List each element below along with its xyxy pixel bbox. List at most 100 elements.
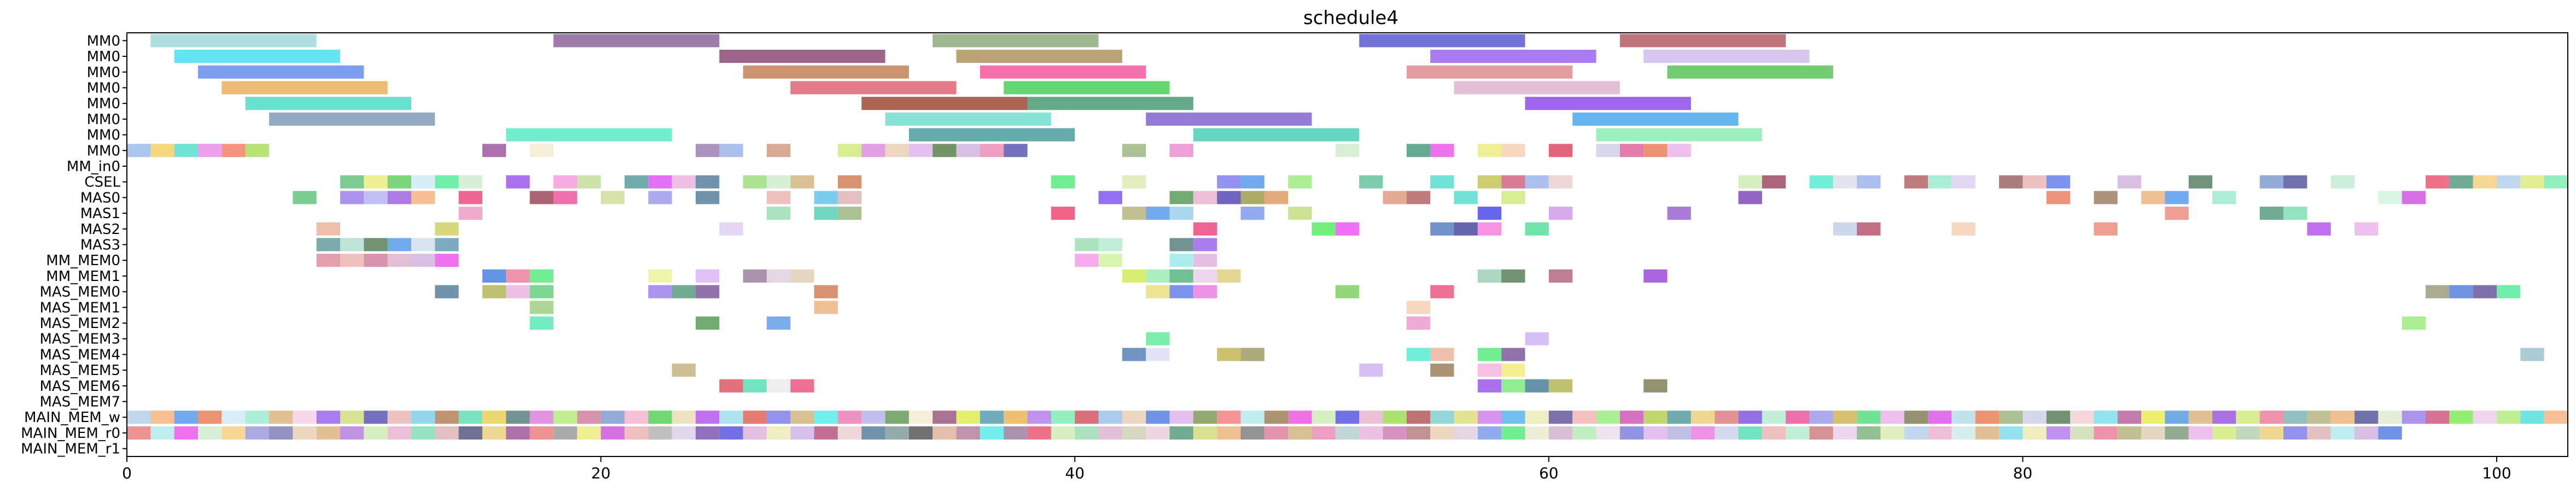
gantt-bar	[1027, 97, 1193, 110]
gantt-bar	[529, 411, 553, 424]
gantt-bar	[2283, 207, 2307, 220]
gantt-bar	[387, 175, 411, 189]
gantt-bar	[174, 411, 198, 424]
row-label: CSEL	[84, 174, 120, 191]
gantt-bar	[2307, 426, 2331, 440]
gantt-bar	[1383, 411, 1407, 424]
row-label: MAS0	[80, 190, 120, 206]
gantt-bar	[1691, 411, 1715, 424]
gantt-bar	[2449, 285, 2473, 298]
gantt-bar	[150, 144, 174, 157]
gantt-bar	[553, 175, 578, 189]
gantt-bar	[1430, 348, 1454, 361]
gantt-bar	[435, 175, 459, 189]
gantt-bar	[695, 316, 720, 330]
gantt-bar	[1359, 175, 1383, 189]
gantt-bar	[1383, 426, 1407, 440]
gantt-bar	[790, 269, 814, 283]
gantt-bar	[672, 364, 696, 377]
row-label: MAS_MEM2	[39, 315, 120, 332]
gantt-bar	[1146, 112, 1312, 126]
gantt-bar	[814, 191, 838, 204]
gantt-bar	[1833, 175, 1857, 189]
gantt-bar	[1691, 426, 1715, 440]
gantt-bar	[1146, 269, 1170, 283]
gantt-bar	[1430, 285, 1454, 298]
gantt-bar	[1169, 144, 1193, 157]
row-label: MAIN_MEM_w	[24, 409, 120, 426]
gantt-bar	[885, 144, 909, 157]
gantt-bar	[1501, 191, 1525, 204]
gantt-bar	[1667, 207, 1691, 220]
gantt-bar	[2378, 411, 2402, 424]
gantt-bar	[411, 191, 435, 204]
gantt-bar	[1454, 81, 1620, 95]
gantt-bar	[980, 411, 1004, 424]
gantt-bar	[1122, 269, 1146, 283]
gantt-bar	[340, 426, 364, 440]
gantt-bar	[269, 426, 293, 440]
gantt-bar	[1288, 175, 1312, 189]
gantt-bar	[719, 144, 743, 157]
gantt-bar	[790, 411, 814, 424]
gantt-bar	[1098, 426, 1122, 440]
gantt-bar	[1619, 144, 1644, 157]
gantt-bar	[695, 144, 720, 157]
gantt-bar	[2212, 426, 2236, 440]
gantt-bar	[624, 175, 649, 189]
row-label: MM0	[87, 143, 120, 159]
gantt-bar	[506, 426, 530, 440]
gantt-bar	[2283, 175, 2307, 189]
gantt-bar	[1667, 411, 1691, 424]
gantt-bar	[293, 191, 317, 204]
gantt-bar	[1501, 426, 1525, 440]
gantt-bar	[1406, 348, 1431, 361]
gantt-bar	[1454, 222, 1478, 236]
gantt-bar	[1240, 411, 1264, 424]
gantt-bar	[1264, 411, 1289, 424]
gantt-bar	[1406, 411, 1431, 424]
gantt-bar	[316, 426, 340, 440]
gantt-bar	[1004, 81, 1170, 95]
gantt-bar	[2354, 411, 2379, 424]
gantt-bar	[1075, 238, 1099, 251]
gantt-bar	[364, 254, 388, 267]
gantt-bar	[1619, 34, 1786, 48]
gantt-bar	[2117, 426, 2142, 440]
gantt-bar	[1951, 426, 1975, 440]
gantt-bar	[2283, 426, 2307, 440]
gantt-bar	[1975, 426, 2000, 440]
gantt-bar	[482, 426, 506, 440]
gantt-bar	[2236, 411, 2260, 424]
gantt-bar	[1857, 411, 1881, 424]
row-label: MAIN_MEM_r1	[21, 441, 120, 458]
gantt-bar	[1477, 207, 1502, 220]
gantt-bar	[1454, 191, 1478, 204]
gantt-bar	[672, 411, 696, 424]
row-label: MAS_MEM5	[39, 362, 120, 379]
gantt-bar	[411, 254, 435, 267]
gantt-bar	[150, 411, 174, 424]
gantt-bar	[269, 411, 293, 424]
gantt-bar	[2544, 175, 2568, 189]
gantt-bar	[1857, 426, 1881, 440]
gantt-bar	[1643, 411, 1668, 424]
gantt-bar	[387, 191, 411, 204]
gantt-bar	[293, 426, 317, 440]
gantt-bar	[506, 269, 530, 283]
gantt-bar	[1548, 379, 1573, 393]
gantt-bar	[980, 65, 1146, 79]
gantt-bar	[1051, 175, 1075, 189]
x-tick-label: 60	[1539, 464, 1559, 482]
gantt-bar	[648, 269, 672, 283]
gantt-bar	[1477, 411, 1502, 424]
gantt-bar	[1430, 50, 1596, 63]
gantt-bar	[1217, 348, 1241, 361]
gantt-bar	[601, 426, 625, 440]
gantt-bar	[790, 175, 814, 189]
gantt-bar	[577, 411, 601, 424]
gantt-bar	[2165, 207, 2189, 220]
gantt-bar	[1169, 207, 1193, 220]
gantt-bar	[1146, 411, 1170, 424]
gantt-bar	[672, 175, 696, 189]
